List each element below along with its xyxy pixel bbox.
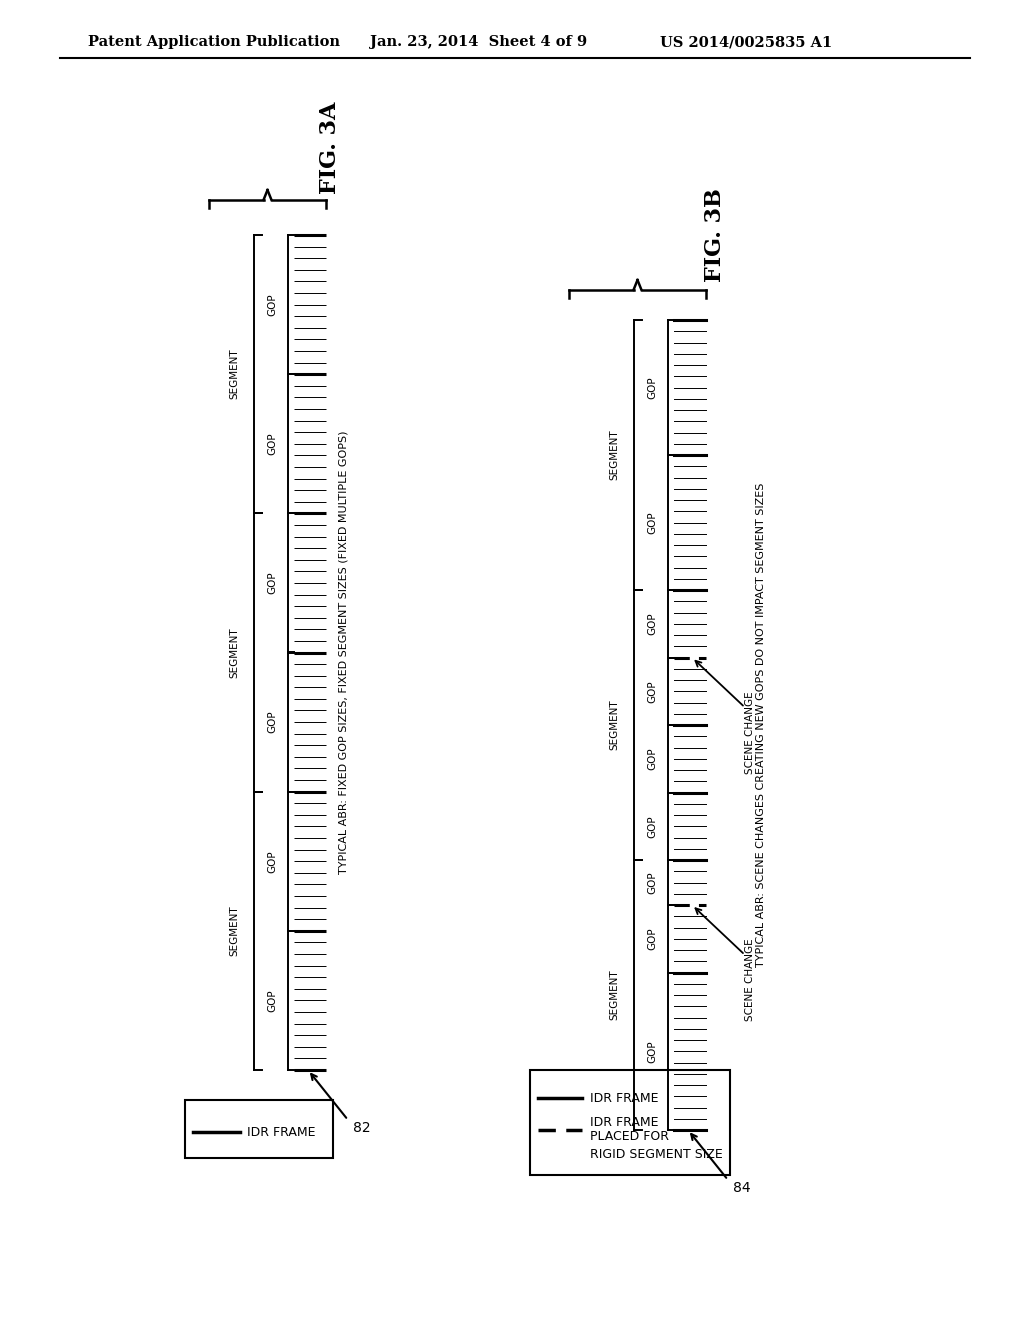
Text: GOP: GOP	[647, 376, 657, 399]
Text: SEGMENT: SEGMENT	[609, 970, 618, 1020]
Text: GOP: GOP	[647, 1040, 657, 1063]
Text: GOP: GOP	[647, 680, 657, 702]
Text: IDR FRAME: IDR FRAME	[590, 1115, 658, 1129]
Text: GOP: GOP	[647, 747, 657, 770]
Text: GOP: GOP	[267, 433, 278, 455]
Text: GOP: GOP	[647, 511, 657, 533]
Text: SEGMENT: SEGMENT	[229, 627, 239, 677]
Text: SEGMENT: SEGMENT	[229, 348, 239, 400]
Text: GOP: GOP	[647, 871, 657, 894]
Text: TYPICAL ABR: SCENE CHANGES CREATING NEW GOPS DO NOT IMPACT SEGMENT SIZES: TYPICAL ABR: SCENE CHANGES CREATING NEW …	[756, 483, 766, 968]
FancyBboxPatch shape	[530, 1071, 730, 1175]
Text: 84: 84	[733, 1181, 751, 1195]
Text: Jan. 23, 2014  Sheet 4 of 9: Jan. 23, 2014 Sheet 4 of 9	[370, 36, 587, 49]
Text: GOP: GOP	[267, 293, 278, 315]
FancyBboxPatch shape	[185, 1100, 333, 1158]
Text: GOP: GOP	[647, 928, 657, 950]
Text: GOP: GOP	[267, 850, 278, 873]
Text: FIG. 3B: FIG. 3B	[705, 187, 726, 282]
Text: TYPICAL ABR: FIXED GOP SIZES, FIXED SEGMENT SIZES (FIXED MULTIPLE GOPS): TYPICAL ABR: FIXED GOP SIZES, FIXED SEGM…	[339, 430, 349, 874]
Text: GOP: GOP	[267, 572, 278, 594]
Text: SEGMENT: SEGMENT	[609, 430, 618, 480]
Text: FIG. 3A: FIG. 3A	[319, 102, 341, 194]
Text: US 2014/0025835 A1: US 2014/0025835 A1	[660, 36, 833, 49]
Text: GOP: GOP	[647, 814, 657, 838]
Text: Patent Application Publication: Patent Application Publication	[88, 36, 340, 49]
Text: IDR FRAME: IDR FRAME	[247, 1126, 315, 1138]
Text: GOP: GOP	[267, 989, 278, 1011]
Text: SEGMENT: SEGMENT	[229, 906, 239, 956]
Text: IDR FRAME: IDR FRAME	[590, 1092, 658, 1105]
Text: PLACED FOR: PLACED FOR	[590, 1130, 669, 1143]
Text: RIGID SEGMENT SIZE: RIGID SEGMENT SIZE	[590, 1147, 723, 1160]
Text: SEGMENT: SEGMENT	[609, 700, 618, 750]
Text: GOP: GOP	[647, 612, 657, 635]
Text: 82: 82	[353, 1121, 371, 1135]
Text: GOP: GOP	[267, 710, 278, 734]
Text: SCENE CHANGE: SCENE CHANGE	[745, 692, 755, 774]
Text: SCENE CHANGE: SCENE CHANGE	[745, 939, 755, 1022]
